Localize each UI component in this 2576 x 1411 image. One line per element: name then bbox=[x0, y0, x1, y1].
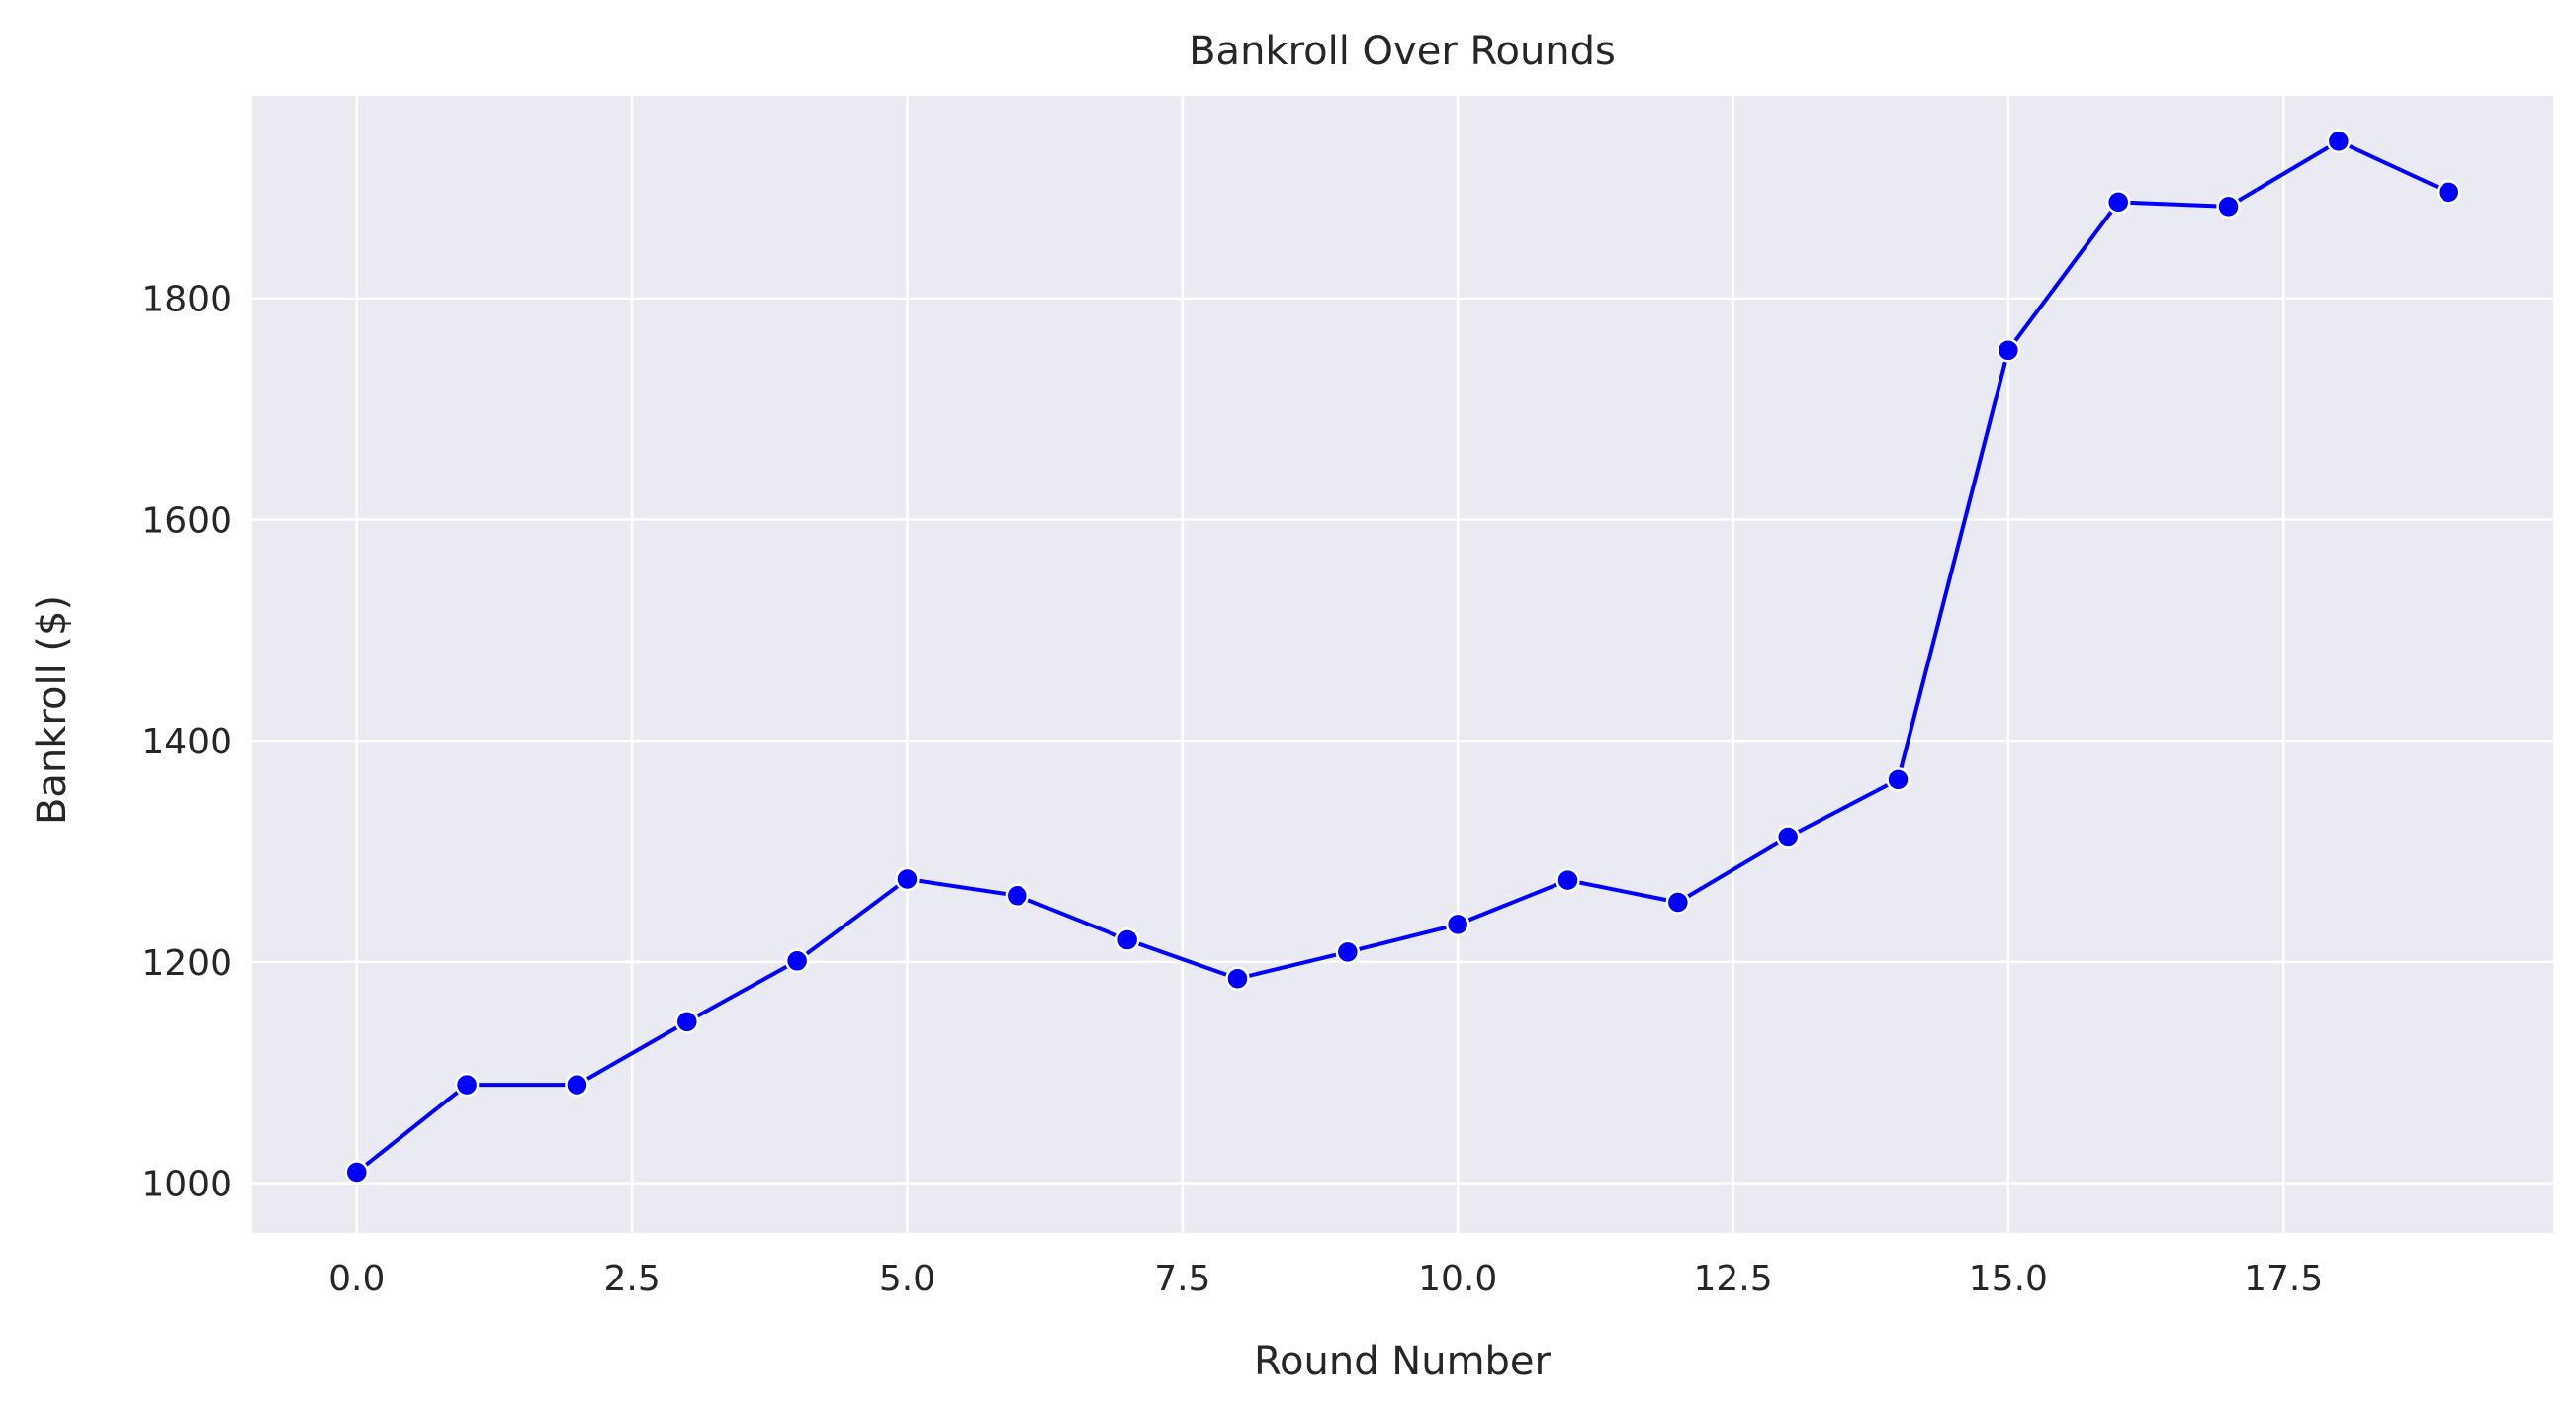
data-point bbox=[2105, 190, 2131, 215]
y-tick-label: 1200 bbox=[141, 943, 232, 984]
data-point bbox=[1775, 825, 1801, 849]
series-line bbox=[355, 138, 2450, 1175]
y-tick-label: 1000 bbox=[141, 1165, 232, 1205]
x-tick-label: 5.0 bbox=[879, 1259, 935, 1299]
y-axis-label: Bankroll ($) bbox=[30, 595, 75, 825]
data-point bbox=[565, 1072, 589, 1098]
data-point bbox=[454, 1072, 480, 1098]
data-point bbox=[1665, 890, 1691, 915]
chart-title: Bankroll Over Rounds bbox=[1189, 29, 1616, 74]
data-point bbox=[1225, 966, 1250, 991]
data-point bbox=[2216, 194, 2241, 220]
data-point bbox=[1005, 883, 1030, 909]
x-tick-label: 2.5 bbox=[603, 1259, 660, 1299]
x-tick-label: 17.5 bbox=[2244, 1259, 2323, 1299]
x-tick-label: 10.0 bbox=[1418, 1259, 1497, 1299]
plot-background bbox=[252, 96, 2553, 1233]
data-point bbox=[1886, 767, 1910, 792]
y-tick-label: 1400 bbox=[141, 722, 232, 762]
plot-area: 0.0 2.5 5.0 7.5 10.0 12.5 15.0 17.5 1000 1200 1400… bbox=[141, 96, 2553, 1299]
data-point bbox=[1555, 867, 1580, 893]
data-point bbox=[344, 1160, 370, 1185]
data-point bbox=[1114, 927, 1140, 952]
y-tick-label: 1600 bbox=[141, 500, 232, 541]
data-point bbox=[1445, 912, 1470, 937]
x-tick-label: 7.5 bbox=[1154, 1259, 1210, 1299]
data-point bbox=[1996, 338, 2021, 363]
x-tick-label: 15.0 bbox=[1969, 1259, 2048, 1299]
x-axis-label: Round Number bbox=[1254, 1339, 1552, 1384]
data-point bbox=[895, 866, 920, 892]
x-tick-label: 12.5 bbox=[1693, 1259, 1772, 1299]
data-point bbox=[1335, 939, 1361, 965]
data-point bbox=[784, 948, 810, 974]
y-tick-label: 1800 bbox=[141, 280, 232, 320]
data-point bbox=[2326, 129, 2352, 154]
data-point bbox=[674, 1010, 700, 1034]
data-point bbox=[2436, 180, 2461, 205]
x-tick-label: 0.0 bbox=[328, 1259, 385, 1299]
